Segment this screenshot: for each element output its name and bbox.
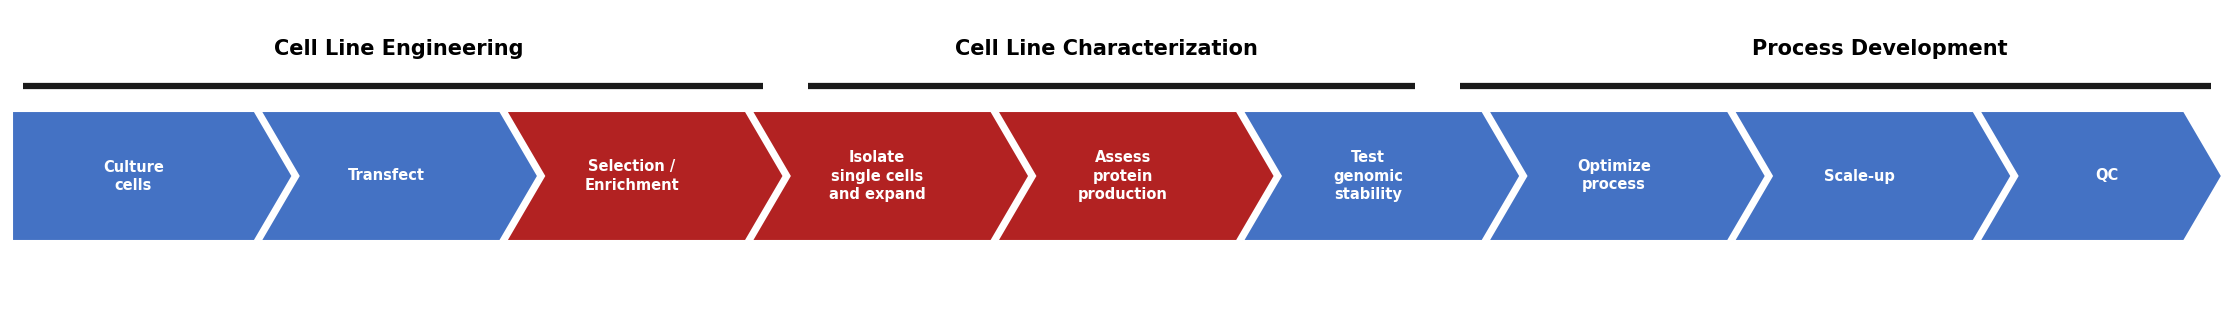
Polygon shape	[261, 111, 538, 241]
Text: Scale-up: Scale-up	[1823, 169, 1894, 184]
Text: Process Development: Process Development	[1751, 39, 2008, 59]
Polygon shape	[1979, 111, 2223, 241]
Polygon shape	[751, 111, 1030, 241]
Text: Isolate
single cells
and expand: Isolate single cells and expand	[829, 151, 925, 202]
Text: Cell Line Characterization: Cell Line Characterization	[954, 39, 1258, 59]
Text: QC: QC	[2095, 169, 2118, 184]
Polygon shape	[11, 111, 293, 241]
Text: Test
genomic
stability: Test genomic stability	[1334, 151, 1403, 202]
Text: Assess
protein
production: Assess protein production	[1077, 151, 1168, 202]
Text: Selection /
Enrichment: Selection / Enrichment	[585, 160, 679, 193]
Polygon shape	[1734, 111, 2011, 241]
Polygon shape	[1242, 111, 1521, 241]
Text: Cell Line Engineering: Cell Line Engineering	[275, 39, 523, 59]
Polygon shape	[996, 111, 1276, 241]
Text: Transfect: Transfect	[349, 169, 424, 184]
Polygon shape	[507, 111, 784, 241]
Text: Culture
cells: Culture cells	[103, 160, 163, 193]
Text: Optimize
process: Optimize process	[1577, 160, 1651, 193]
Polygon shape	[1488, 111, 1765, 241]
